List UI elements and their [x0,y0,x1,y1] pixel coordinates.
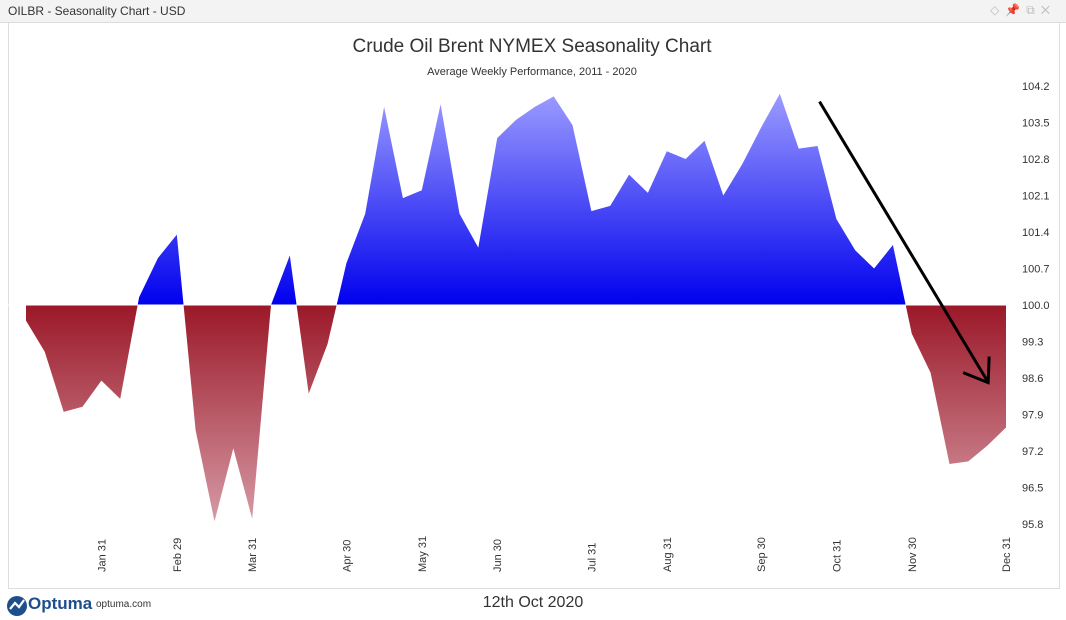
y-tick-label: 100.7 [1022,264,1050,276]
y-tick-label: 96.5 [1022,483,1043,495]
trend-arrow [818,100,989,382]
y-tick-label: 102.1 [1022,191,1050,203]
positive-area [26,93,1006,305]
x-tick-label: Oct 31 [831,540,843,572]
x-tick-label: Dec 31 [1001,537,1013,572]
x-tick-label: Nov 30 [907,537,919,572]
diamond-icon[interactable]: ◇ [990,3,1006,17]
pin-icon[interactable]: 📌 [1005,3,1027,17]
optuma-logo-icon [7,596,27,616]
x-tick-label: Sep 30 [756,537,768,572]
y-tick-label: 95.8 [1022,519,1043,531]
trend-arrow-head [962,356,991,385]
x-tick-label: Jan 31 [96,539,108,572]
chart-date: 12th Oct 2020 [482,594,584,611]
chart-subtitle: Average Weekly Performance, 2011 - 2020 [427,66,637,78]
y-tick-label: 102.8 [1022,154,1050,166]
y-tick-label: 104.2 [1022,81,1050,93]
y-tick-label: 103.5 [1022,118,1050,130]
brand-name: Optuma [28,594,93,613]
brand-url[interactable]: optuma.com [96,599,152,610]
negative-area [26,305,1006,522]
y-tick-label: 101.4 [1022,227,1050,239]
y-tick-label: 97.9 [1022,410,1043,422]
window-controls: ◇📌⧉✕ [990,3,1056,18]
y-tick-label: 100.0 [1022,300,1050,312]
x-tick-label: Mar 31 [247,538,259,572]
x-tick-label: Aug 31 [662,537,674,572]
window-titlebar: OILBR - Seasonality Chart - USD ◇📌⧉✕ [0,0,1066,23]
close-icon[interactable]: ✕ [1040,3,1056,17]
y-tick-label: 97.2 [1022,446,1043,458]
x-tick-label: May 31 [417,536,429,572]
x-tick-label: Apr 30 [341,540,353,572]
chart-title: Crude Oil Brent NYMEX Seasonality Chart [352,36,712,57]
restore-icon[interactable]: ⧉ [1026,3,1041,17]
x-tick-label: Jul 31 [586,543,598,572]
seasonality-chart: Crude Oil Brent NYMEX Seasonality Chart … [26,36,1050,572]
y-tick-label: 99.3 [1022,337,1043,349]
window-title: OILBR - Seasonality Chart - USD [8,4,186,18]
y-tick-label: 98.6 [1022,373,1043,385]
x-tick-label: Jun 30 [492,539,504,572]
x-tick-label: Feb 29 [172,538,184,572]
